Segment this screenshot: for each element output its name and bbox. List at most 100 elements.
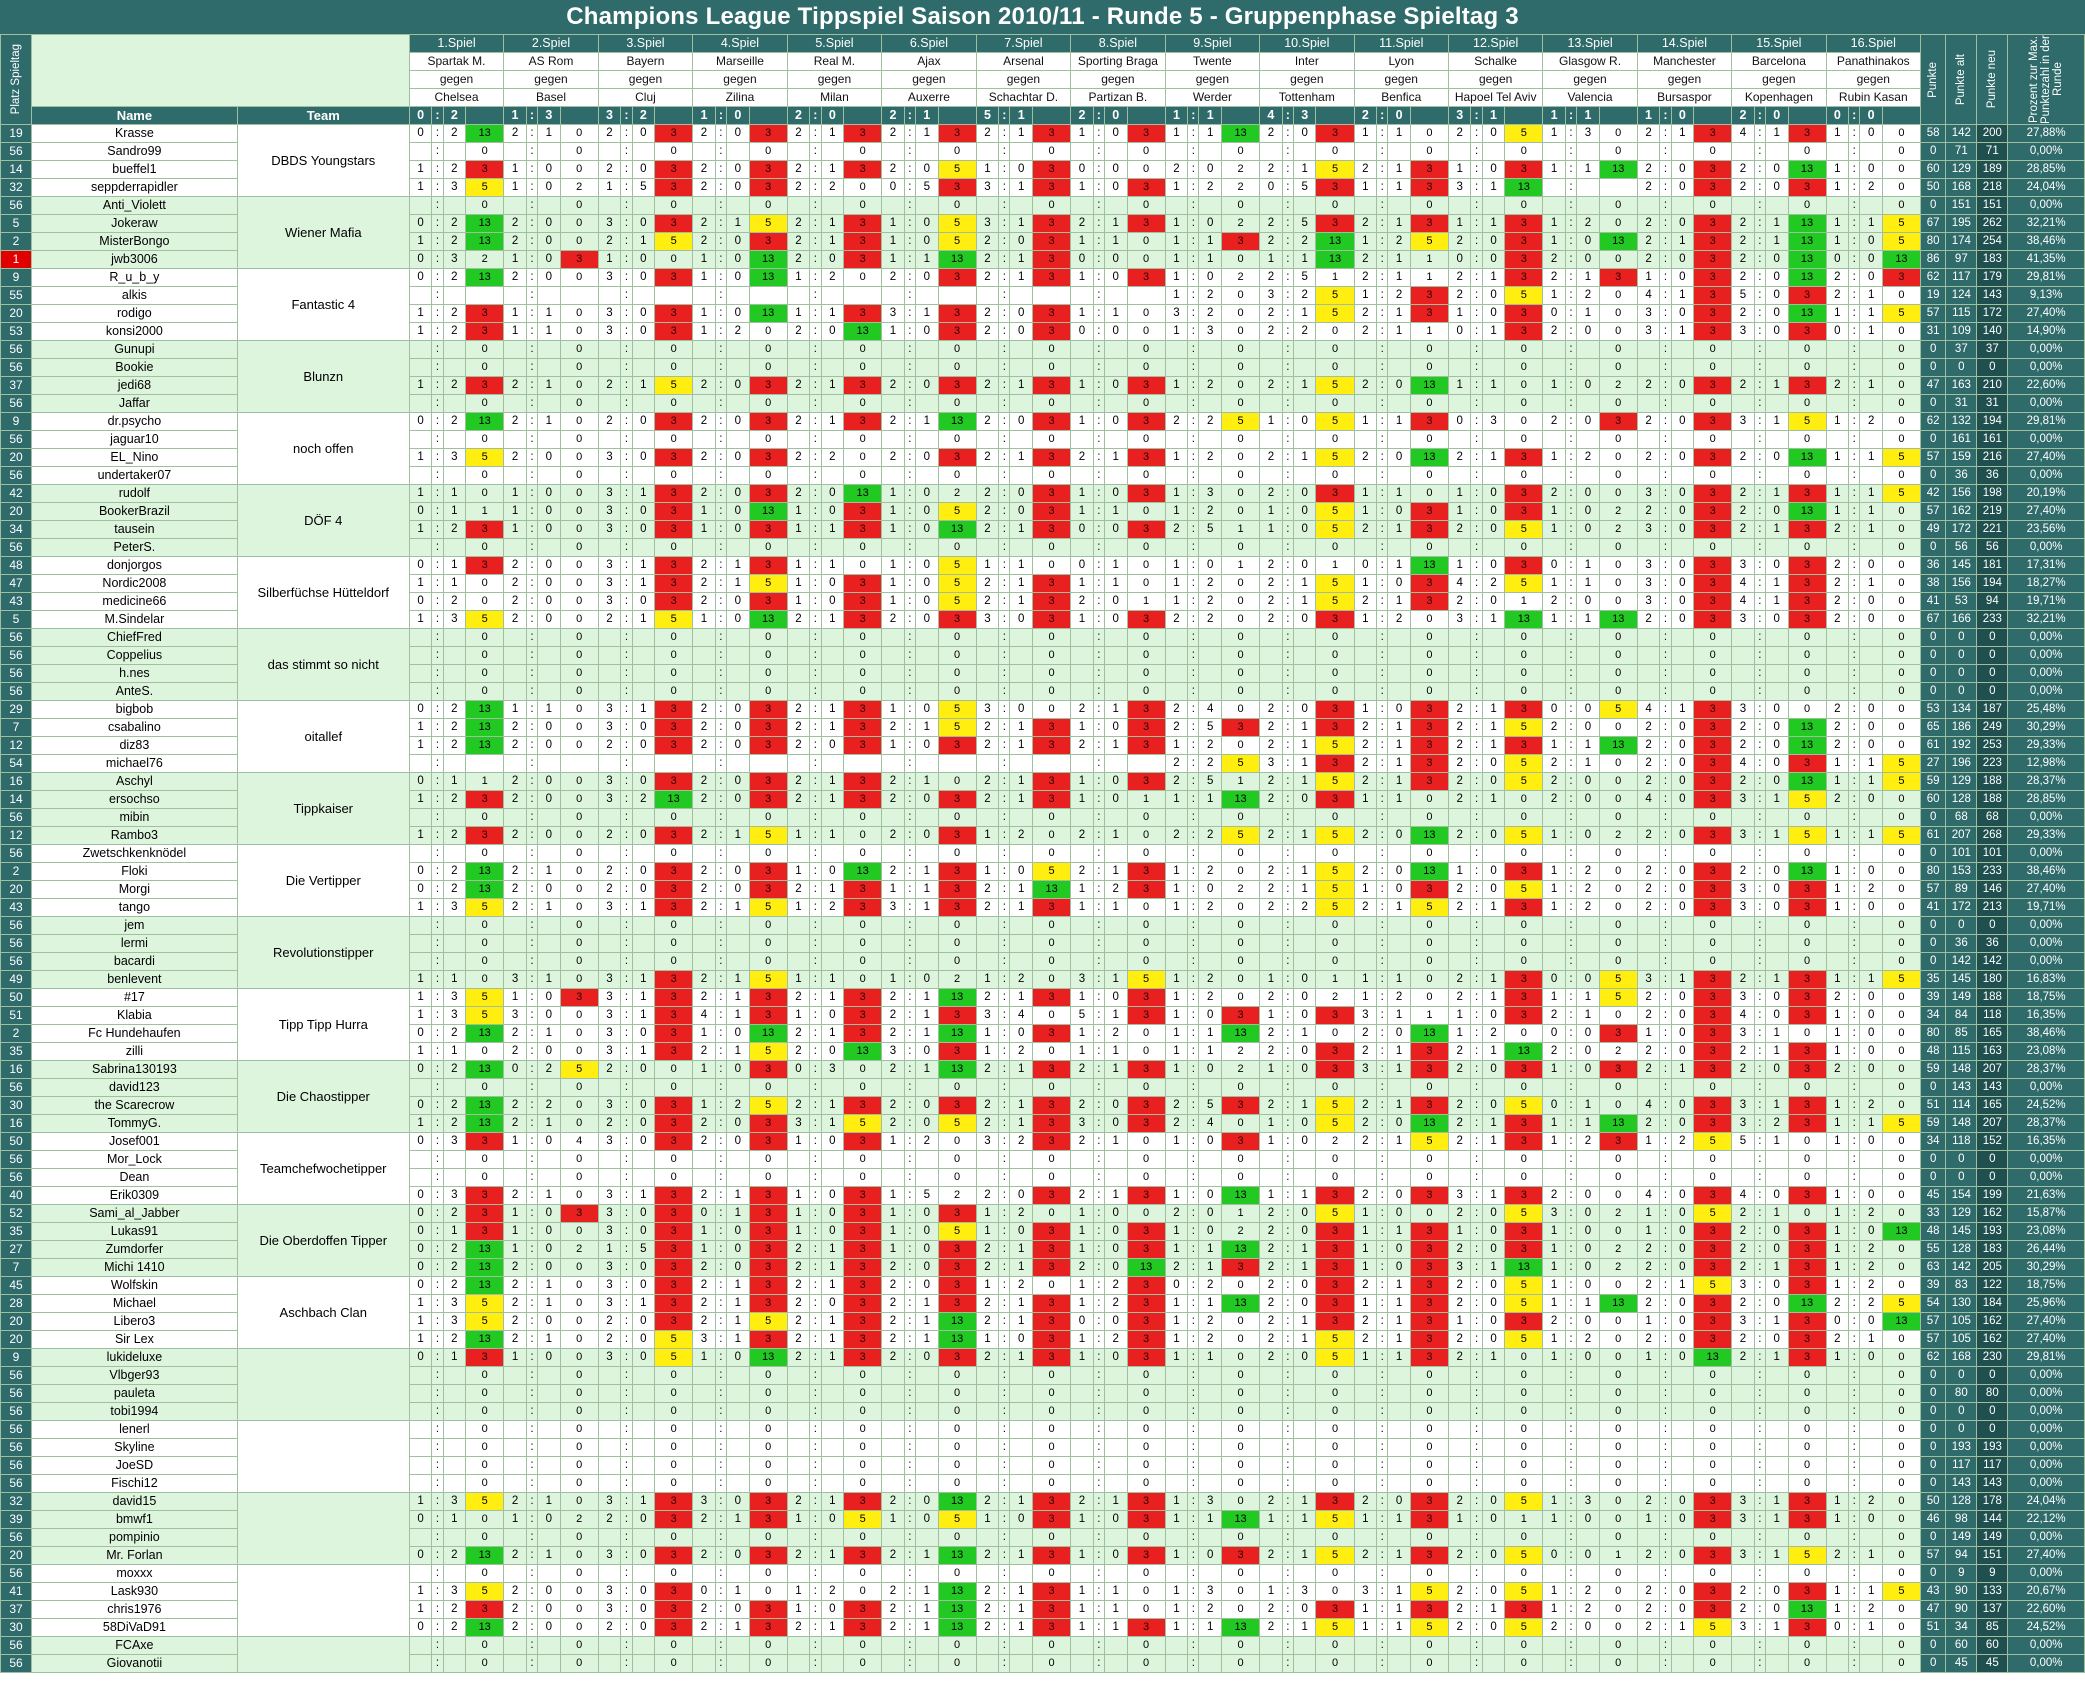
player-name[interactable]: Libero3 <box>31 1312 238 1331</box>
player-name[interactable]: zilli <box>31 1042 238 1061</box>
player-name[interactable]: TommyG. <box>31 1114 238 1133</box>
player-name[interactable]: seppderrapidler <box>31 178 238 197</box>
tip-away <box>1103 340 1128 359</box>
tip-points: 3 <box>654 1024 694 1043</box>
player-name[interactable]: Jokeraw <box>31 214 238 233</box>
player-name[interactable]: Sir Lex <box>31 1330 238 1349</box>
tip-points: 0 <box>559 934 599 953</box>
tip-away: 2 <box>915 1132 939 1151</box>
player-name[interactable]: david123 <box>31 1078 238 1097</box>
player-name[interactable]: Sandro99 <box>31 142 238 161</box>
player-name[interactable]: Anti_Violett <box>31 196 238 215</box>
player-name[interactable]: mibin <box>31 808 238 827</box>
player-name[interactable]: Jaffar <box>31 394 238 413</box>
player-name[interactable]: MisterBongo <box>31 232 238 251</box>
player-name[interactable]: M.Sindelar <box>31 610 238 629</box>
player-name[interactable]: undertaker07 <box>31 466 238 485</box>
player-name[interactable]: Krasse <box>31 124 238 143</box>
tip-sep: : <box>1753 736 1766 755</box>
tip-points: 5 <box>1693 1204 1733 1223</box>
tip-sep: : <box>1564 700 1578 719</box>
player-name[interactable]: the Scarecrow <box>31 1096 238 1115</box>
tip-home <box>1259 628 1283 647</box>
player-name[interactable]: Zumdorfer <box>31 1240 238 1259</box>
player-name[interactable]: donjorgos <box>31 556 238 575</box>
tip-home: 2 <box>1731 376 1755 395</box>
rank-cell: 48 <box>0 556 32 575</box>
tip-home: 2 <box>503 124 527 143</box>
player-name[interactable]: dr.psycho <box>31 412 238 431</box>
player-name[interactable]: Lukas91 <box>31 1222 238 1241</box>
tip-points: 0 <box>1598 124 1638 143</box>
player-name[interactable]: Josef001 <box>31 1132 238 1151</box>
player-name[interactable]: jwb3006 <box>31 250 238 269</box>
tip-sep: : <box>1281 1024 1294 1043</box>
player-name[interactable]: Erik0309 <box>31 1186 238 1205</box>
player-name[interactable]: Zwetschkenknödel <box>31 844 238 863</box>
tip-away: 2 <box>1387 232 1411 251</box>
tip-away <box>442 286 467 305</box>
player-name[interactable]: Nordic2008 <box>31 574 238 593</box>
tip-sep: : <box>1376 376 1389 395</box>
player-name[interactable]: ChiefFred <box>31 628 238 647</box>
player-name[interactable]: Coppelius <box>31 646 238 665</box>
player-name[interactable]: AnteS. <box>31 682 238 701</box>
player-name[interactable]: rudolf <box>31 484 238 503</box>
player-name[interactable]: Wolfskin <box>31 1276 238 1295</box>
player-name[interactable]: Sabrina130193 <box>31 1060 238 1079</box>
player-name[interactable]: Aschyl <box>31 772 238 791</box>
tip-home: 2 <box>692 1132 716 1151</box>
player-name[interactable]: R_u_b_y <box>31 268 238 287</box>
player-name[interactable]: bueffel1 <box>31 160 238 179</box>
player-name[interactable]: Morgi <box>31 880 238 899</box>
tip-points: 13 <box>1598 160 1638 179</box>
player-name[interactable]: Mor_Lock <box>31 1150 238 1169</box>
player-name[interactable]: BookerBrazil <box>31 502 238 521</box>
player-name[interactable]: Fc Hundehaufen <box>31 1024 238 1043</box>
player-name[interactable]: diz83 <box>31 736 238 755</box>
player-name[interactable]: csabalino <box>31 718 238 737</box>
player-name[interactable]: rodigo <box>31 304 238 323</box>
player-name[interactable]: Rambo3 <box>31 826 238 845</box>
tip-points: 0 <box>748 358 788 377</box>
player-name[interactable]: konsi2000 <box>31 322 238 341</box>
player-name[interactable]: medicine66 <box>31 592 238 611</box>
player-name[interactable]: benlevent <box>31 970 238 989</box>
player-name[interactable]: bacardi <box>31 952 238 971</box>
player-name[interactable]: lukideluxe <box>31 1348 238 1367</box>
tip-away: 1 <box>631 232 656 251</box>
tip-away: 0 <box>537 1312 561 1331</box>
player-name[interactable]: Michi 1410 <box>31 1258 238 1277</box>
player-name[interactable]: jedi68 <box>31 376 238 395</box>
tip-points: 0 <box>559 772 599 791</box>
player-name[interactable]: Michael <box>31 1294 238 1313</box>
player-name[interactable]: tausein <box>31 520 238 539</box>
player-name[interactable]: alkis <box>31 286 238 305</box>
tip-sep: : <box>1848 502 1861 521</box>
tip-away: 2 <box>442 826 467 845</box>
player-name[interactable]: Bookie <box>31 358 238 377</box>
tip-home: 1 <box>408 1294 433 1313</box>
punkte-cell: 57 <box>1919 448 1947 467</box>
tip-home <box>597 430 622 449</box>
player-name[interactable]: michael76 <box>31 754 238 773</box>
player-name[interactable]: ersochso <box>31 790 238 809</box>
player-name[interactable]: h.nes <box>31 664 238 683</box>
tip-home: 0 <box>1542 304 1566 323</box>
player-name[interactable]: Gunupi <box>31 340 238 359</box>
player-name[interactable]: #17 <box>31 988 238 1007</box>
tip-points: 13 <box>1220 1024 1261 1043</box>
player-name[interactable]: bigbob <box>31 700 238 719</box>
player-name[interactable]: Floki <box>31 862 238 881</box>
player-name[interactable]: PeterS. <box>31 538 238 557</box>
player-name[interactable]: Sami_al_Jabber <box>31 1204 238 1223</box>
player-name[interactable]: tango <box>31 898 238 917</box>
player-name[interactable]: jem <box>31 916 238 935</box>
player-name[interactable]: jaguar10 <box>31 430 238 449</box>
player-name[interactable]: lermi <box>31 934 238 953</box>
player-name[interactable]: Klabia <box>31 1006 238 1025</box>
player-name[interactable]: EL_Nino <box>31 448 238 467</box>
player-name[interactable]: Dean <box>31 1168 238 1187</box>
tip-points: 0 <box>1126 646 1166 665</box>
tip-points: 3 <box>1409 502 1449 521</box>
